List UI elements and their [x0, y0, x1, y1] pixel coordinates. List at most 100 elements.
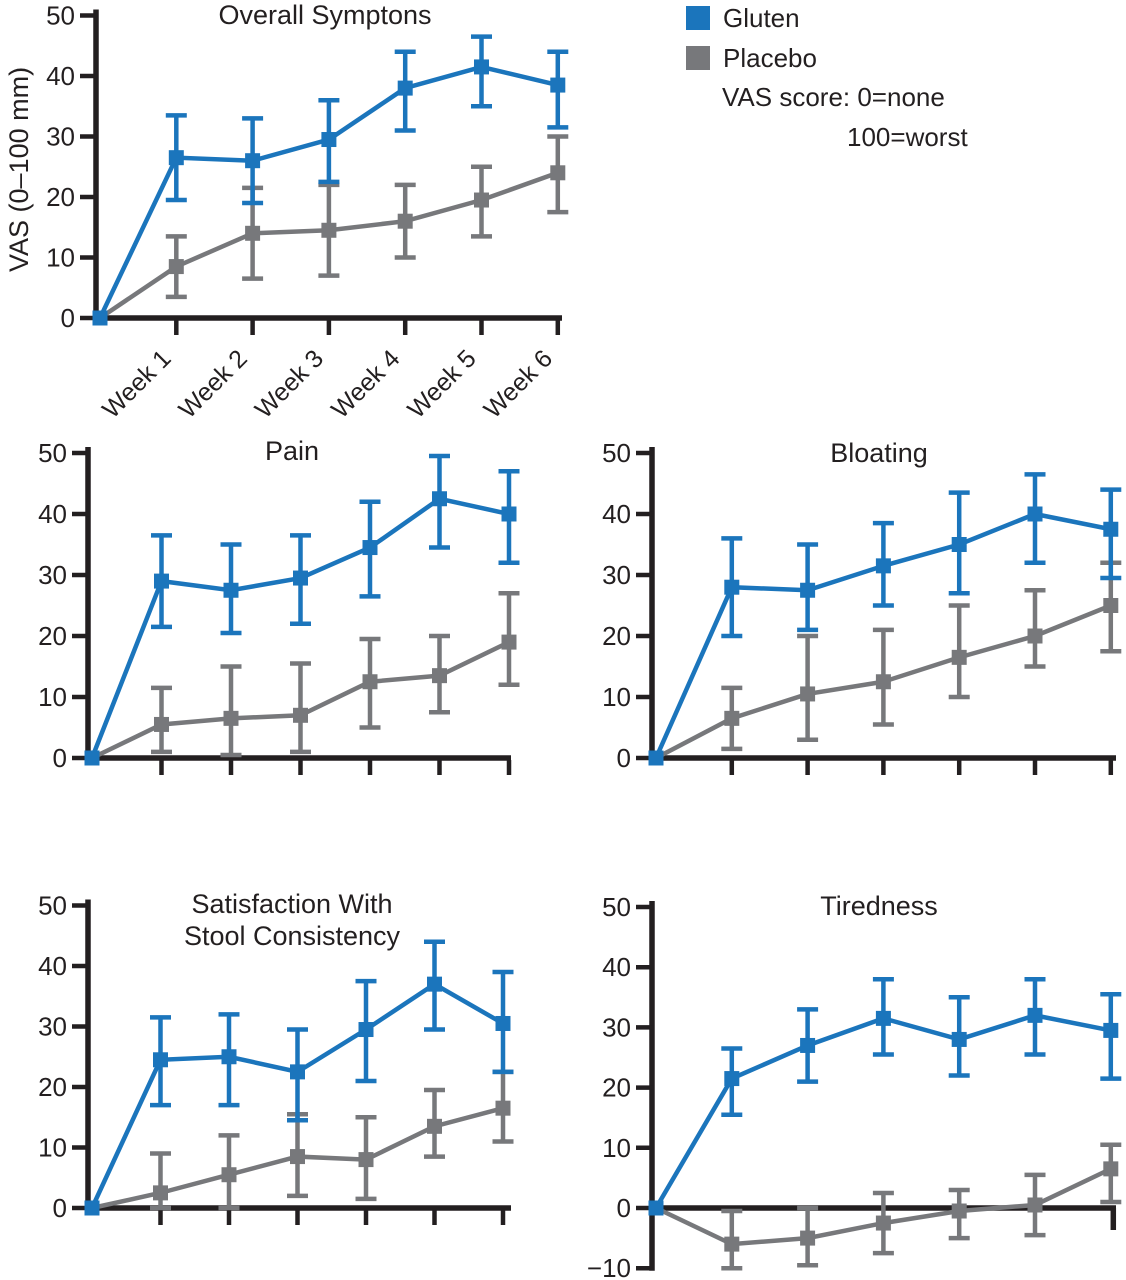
data-point-marker	[358, 1152, 374, 1168]
panel-title: Overall Symptons	[218, 0, 431, 30]
data-point-marker	[1027, 1197, 1043, 1213]
panel-title: Tiredness	[820, 891, 938, 921]
data-point-marker	[153, 1185, 168, 1201]
y-tick-label: 10	[602, 1133, 631, 1163]
data-point-marker	[1103, 521, 1119, 537]
data-point-marker	[474, 192, 489, 208]
y-tick-label: 10	[46, 243, 75, 273]
panel-title: Satisfaction With	[191, 889, 392, 919]
data-point-marker	[245, 225, 261, 241]
data-point-marker	[293, 707, 308, 723]
data-point-marker	[223, 710, 239, 726]
panel-tiredness: −10 0 10 20 30 40 50 Tiredness	[587, 891, 1122, 1280]
y-tick-label: 0	[53, 743, 67, 773]
y-tick-label: 30	[602, 1012, 631, 1042]
y-tick-label: 50	[38, 891, 67, 921]
data-point-marker	[168, 259, 184, 275]
y-tick-label: 0	[53, 1193, 67, 1223]
data-point-marker	[800, 1037, 816, 1053]
x-tick-label: Week 5	[402, 344, 481, 423]
data-point-marker	[397, 80, 413, 96]
data-point-marker	[427, 976, 442, 992]
x-tick-label: Week 1	[97, 344, 176, 423]
data-point-marker	[153, 1052, 168, 1068]
x-tick-label: Week 2	[173, 344, 252, 423]
data-point-marker	[951, 1203, 967, 1219]
data-point-marker	[501, 634, 517, 650]
x-tick-label: Week 3	[250, 344, 329, 423]
y-tick-label: 30	[38, 1012, 67, 1042]
data-point-marker	[321, 222, 337, 238]
data-point-marker	[362, 674, 378, 690]
data-point-marker	[495, 1015, 511, 1031]
data-point-marker	[648, 750, 664, 766]
data-point-marker	[495, 1100, 511, 1116]
vas-score-note-line1: VAS score: 0=none	[722, 82, 945, 112]
data-point-marker	[154, 573, 169, 589]
y-tick-label: 20	[46, 182, 75, 212]
vas-score-note-line2: 100=worst	[847, 122, 968, 152]
y-tick-label: 20	[38, 1072, 67, 1102]
data-point-marker	[432, 491, 447, 507]
data-point-marker	[362, 540, 378, 556]
data-point-marker	[1103, 1161, 1119, 1177]
data-point-marker	[245, 153, 261, 169]
data-point-marker	[875, 1010, 891, 1026]
data-point-marker	[875, 1215, 891, 1231]
series-gluten	[92, 34, 569, 326]
legend-label-placebo: Placebo	[723, 42, 817, 73]
data-point-marker	[800, 686, 816, 702]
y-axis-label: VAS (0–100 mm)	[4, 66, 34, 272]
data-point-marker	[432, 668, 447, 684]
data-point-marker	[221, 1049, 237, 1065]
data-point-marker	[92, 310, 108, 326]
y-tick-label: 20	[602, 621, 631, 651]
series-placebo	[84, 591, 520, 766]
data-point-marker	[1103, 598, 1119, 613]
series-gluten	[84, 453, 520, 766]
y-tick-label: 40	[38, 499, 67, 529]
panel-title: Stool Consistency	[184, 921, 401, 951]
data-point-marker	[800, 1230, 816, 1246]
y-tick-label: −10	[587, 1253, 631, 1280]
data-point-marker	[550, 165, 566, 181]
y-tick-label: 50	[46, 1, 75, 31]
y-tick-label: 30	[38, 560, 67, 590]
data-point-marker	[550, 77, 566, 93]
y-tick-label: 10	[38, 1133, 67, 1163]
y-tick-label: 30	[602, 560, 631, 590]
data-point-marker	[321, 132, 337, 148]
gluten-swatch-icon	[686, 6, 710, 30]
data-point-marker	[1027, 506, 1043, 522]
panel-bloating: 0 10 20 30 40 50 Bloating	[602, 438, 1122, 775]
data-point-marker	[221, 1167, 237, 1183]
data-point-marker	[951, 537, 967, 552]
x-tick-label: Week 6	[479, 344, 558, 423]
data-point-marker	[474, 59, 489, 75]
legend-item-gluten: Gluten	[686, 2, 800, 34]
data-point-marker	[951, 1031, 967, 1047]
data-point-marker	[84, 1200, 100, 1216]
data-point-marker	[223, 582, 239, 598]
data-point-marker	[875, 674, 891, 690]
y-tick-label: 50	[38, 438, 67, 468]
y-tick-label: 30	[46, 122, 75, 152]
series-gluten	[648, 472, 1122, 766]
data-point-marker	[875, 558, 891, 574]
x-tick-label: Week 4	[326, 344, 405, 423]
y-tick-label: 0	[61, 303, 75, 333]
y-tick-label: 10	[38, 682, 67, 712]
data-point-marker	[358, 1022, 374, 1038]
y-tick-label: 50	[602, 438, 631, 468]
data-point-marker	[1103, 1022, 1119, 1038]
panel-pain: 0 10 20 30 40 50 Pain	[38, 436, 520, 775]
data-point-marker	[290, 1064, 305, 1080]
y-tick-label: 10	[602, 682, 631, 712]
y-tick-label: 20	[602, 1073, 631, 1103]
placebo-swatch-icon	[686, 46, 710, 70]
legend-item-placebo: Placebo	[686, 42, 817, 74]
data-point-marker	[290, 1149, 305, 1165]
